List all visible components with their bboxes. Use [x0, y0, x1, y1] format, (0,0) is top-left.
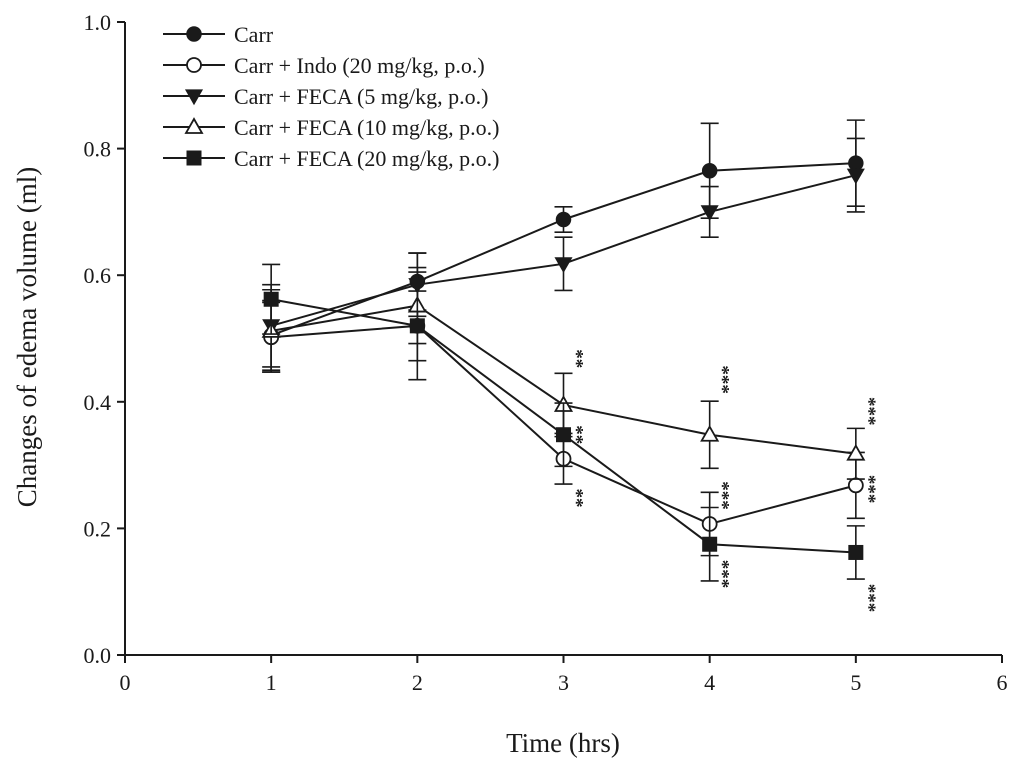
legend-entry: Carr + FECA (20 mg/kg, p.o.) [163, 146, 499, 171]
legend-marker [186, 57, 202, 73]
legend-label: Carr + FECA (5 mg/kg, p.o.) [234, 84, 488, 109]
data-point [702, 536, 718, 552]
data-point [700, 205, 719, 222]
legend: Carr Carr + Indo (20 mg/kg, p.o.) Carr + F… [163, 22, 499, 171]
y-tick-label: 0.6 [84, 263, 112, 288]
significance-label: *** [858, 397, 879, 426]
legend-marker [184, 117, 204, 134]
y-tick-label: 0.8 [84, 137, 112, 162]
significance-label: *** [712, 365, 733, 394]
significance-label: *** [858, 475, 879, 504]
data-point [263, 291, 279, 307]
y-tick-label: 0.2 [84, 516, 112, 541]
significance-label: ** [566, 349, 587, 368]
significance-label: ** [566, 425, 587, 444]
significance-annotations: ************************ [566, 349, 879, 612]
x-tick-label: 0 [120, 670, 131, 695]
data-point [846, 168, 865, 185]
x-tick-label: 5 [850, 670, 861, 695]
series-layer [261, 119, 866, 582]
legend-label: Carr + FECA (10 mg/kg, p.o.) [234, 115, 499, 140]
y-axis-title: Changes of edema volume (ml) [12, 167, 42, 507]
legend-marker [186, 26, 202, 42]
legend-entry: Carr + FECA (10 mg/kg, p.o.) [163, 115, 499, 140]
legend-marker [184, 89, 204, 106]
data-point [700, 424, 720, 442]
significance-label: ** [566, 489, 587, 508]
data-point [554, 257, 573, 274]
y-tick-label: 1.0 [84, 10, 112, 35]
significance-label: *** [712, 481, 733, 510]
x-tick-label: 1 [266, 670, 277, 695]
data-point [848, 544, 864, 560]
legend-label: Carr + FECA (20 mg/kg, p.o.) [234, 146, 499, 171]
x-axis-title: Time (hrs) [506, 728, 620, 758]
y-tick-label: 0.4 [84, 390, 112, 415]
series-5 [262, 263, 865, 582]
legend-marker [186, 150, 202, 166]
series-3 [262, 137, 865, 368]
data-point [409, 318, 425, 334]
legend-entry: Carr + Indo (20 mg/kg, p.o.) [163, 53, 485, 78]
data-point [701, 163, 718, 179]
axis-ticks: 0 1 2 3 4 5 6 0.0 0.2 0.4 0.6 0.8 1.0 [84, 10, 1008, 695]
x-tick-label: 6 [997, 670, 1008, 695]
x-tick-label: 4 [704, 670, 715, 695]
legend-entry: Carr [163, 22, 274, 47]
y-tick-label: 0.0 [84, 643, 112, 668]
legend-label: Carr [234, 22, 274, 47]
data-point [556, 427, 571, 443]
x-tick-label: 2 [412, 670, 423, 695]
significance-label: *** [858, 584, 879, 613]
data-point [555, 211, 572, 228]
significance-label: *** [712, 560, 733, 589]
data-point [846, 443, 866, 461]
legend-label: Carr + Indo (20 mg/kg, p.o.) [234, 53, 485, 78]
legend-entry: Carr + FECA (5 mg/kg, p.o.) [163, 84, 488, 109]
x-tick-label: 3 [558, 670, 569, 695]
